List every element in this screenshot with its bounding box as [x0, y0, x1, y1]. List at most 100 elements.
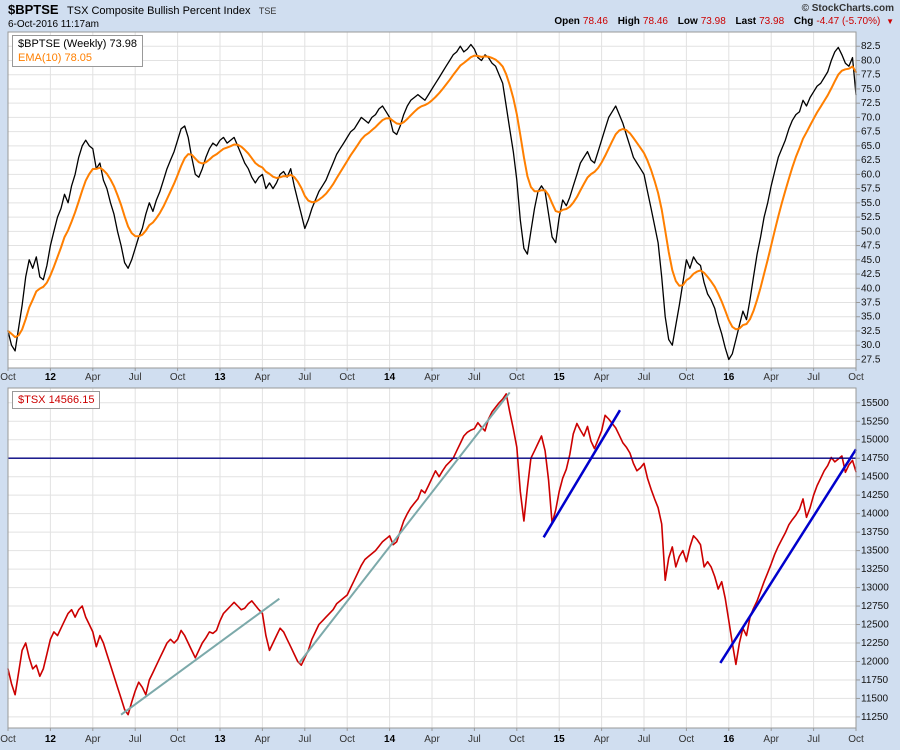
svg-text:35.0: 35.0 — [861, 312, 881, 323]
svg-text:13: 13 — [214, 372, 226, 383]
svg-text:12000: 12000 — [861, 656, 889, 667]
svg-text:47.5: 47.5 — [861, 241, 881, 252]
svg-text:52.5: 52.5 — [861, 212, 881, 223]
svg-text:77.5: 77.5 — [861, 70, 881, 81]
svg-text:15500: 15500 — [861, 398, 889, 409]
svg-text:13000: 13000 — [861, 583, 889, 594]
svg-text:11250: 11250 — [861, 712, 889, 723]
svg-text:Jul: Jul — [468, 372, 481, 383]
svg-text:Jul: Jul — [807, 734, 820, 745]
svg-text:42.5: 42.5 — [861, 269, 881, 280]
svg-text:12: 12 — [45, 734, 57, 745]
svg-text:40.0: 40.0 — [861, 283, 881, 294]
svg-text:Oct: Oct — [0, 734, 16, 745]
svg-text:Oct: Oct — [170, 734, 186, 745]
svg-text:15000: 15000 — [861, 435, 889, 446]
svg-text:75.0: 75.0 — [861, 84, 881, 95]
svg-text:Jul: Jul — [807, 372, 820, 383]
chg-value: -4.47 (-5.70%) — [816, 16, 881, 27]
svg-text:13750: 13750 — [861, 527, 889, 538]
symbol-ticker: $BPTSE — [8, 2, 59, 17]
svg-text:16: 16 — [723, 372, 735, 383]
svg-text:12500: 12500 — [861, 620, 889, 631]
chart-header: $BPTSE TSX Composite Bullish Percent Ind… — [0, 0, 900, 30]
svg-text:Apr: Apr — [763, 734, 779, 745]
exchange-code: TSE — [258, 6, 277, 16]
svg-text:Oct: Oct — [0, 372, 16, 383]
svg-text:Oct: Oct — [679, 372, 695, 383]
svg-text:Apr: Apr — [424, 372, 440, 383]
high-label: High — [617, 16, 640, 27]
svg-text:Apr: Apr — [594, 734, 610, 745]
svg-text:70.0: 70.0 — [861, 112, 881, 123]
svg-text:Oct: Oct — [339, 734, 355, 745]
svg-text:50.0: 50.0 — [861, 226, 881, 237]
svg-text:14: 14 — [384, 372, 396, 383]
svg-text:15: 15 — [554, 734, 566, 745]
svg-text:15: 15 — [554, 372, 566, 383]
bptse-chart: 27.5 30.0 32.5 35.0 37.5 40.0 42.5 45.0 47.5 50.0… — [0, 31, 881, 383]
svg-text:13: 13 — [214, 734, 226, 745]
symbol-name: TSX Composite Bullish Percent Index — [67, 5, 251, 17]
svg-text:Apr: Apr — [255, 734, 271, 745]
svg-text:Oct: Oct — [679, 734, 695, 745]
last-label: Last — [735, 16, 757, 27]
svg-text:Jul: Jul — [298, 734, 311, 745]
svg-text:14000: 14000 — [861, 509, 889, 520]
svg-text:30.0: 30.0 — [861, 340, 881, 351]
svg-text:Jul: Jul — [638, 734, 651, 745]
quote-strip: Open 78.46 High 78.46 Low 73.98 Last 73.98 C… — [547, 16, 894, 27]
svg-text:12250: 12250 — [861, 638, 889, 649]
svg-text:82.5: 82.5 — [861, 41, 881, 52]
last-value: 73.98 — [759, 16, 785, 27]
tsx-legend-main: $TSX 14566.15 — [18, 394, 95, 406]
svg-text:14750: 14750 — [861, 453, 889, 464]
svg-text:Oct: Oct — [509, 372, 525, 383]
svg-text:Apr: Apr — [255, 372, 271, 383]
svg-text:Jul: Jul — [468, 734, 481, 745]
copyright: © StockCharts.com — [801, 3, 894, 14]
svg-text:Oct: Oct — [170, 372, 186, 383]
bptse-legend: $BPTSE (Weekly) 73.98 EMA(10) 78.05 — [12, 35, 144, 67]
svg-text:Oct: Oct — [848, 734, 864, 745]
svg-text:Oct: Oct — [509, 734, 525, 745]
tsx-chart: 11250 11500 11750 12000 12250 12500 12750 13000… — [0, 387, 889, 745]
low-label: Low — [677, 16, 698, 27]
svg-text:Jul: Jul — [129, 372, 142, 383]
svg-text:Apr: Apr — [424, 734, 440, 745]
header-left: $BPTSE TSX Composite Bullish Percent Ind… — [8, 2, 276, 31]
svg-text:72.5: 72.5 — [861, 98, 881, 109]
bptse-legend-main: $BPTSE (Weekly) 73.98 — [18, 38, 138, 50]
svg-text:Jul: Jul — [298, 372, 311, 383]
svg-text:Jul: Jul — [638, 372, 651, 383]
svg-text:13250: 13250 — [861, 564, 889, 575]
svg-text:16: 16 — [723, 734, 735, 745]
svg-text:60.0: 60.0 — [861, 169, 881, 180]
down-arrow-icon: ▼ — [886, 17, 894, 26]
svg-text:11500: 11500 — [861, 693, 889, 704]
svg-text:14: 14 — [384, 734, 396, 745]
svg-text:14250: 14250 — [861, 490, 889, 501]
chart-timestamp: 6-Oct-2016 11:17am — [8, 19, 99, 30]
low-value: 73.98 — [700, 16, 726, 27]
svg-text:57.5: 57.5 — [861, 184, 881, 195]
svg-text:32.5: 32.5 — [861, 326, 881, 337]
svg-text:62.5: 62.5 — [861, 155, 881, 166]
high-value: 78.46 — [642, 16, 668, 27]
svg-text:55.0: 55.0 — [861, 198, 881, 209]
svg-text:Apr: Apr — [594, 372, 610, 383]
svg-text:80.0: 80.0 — [861, 55, 881, 66]
open-value: 78.46 — [582, 16, 608, 27]
svg-text:Apr: Apr — [85, 734, 101, 745]
bptse-legend-ema: EMA(10) 78.05 — [18, 52, 92, 64]
svg-text:11750: 11750 — [861, 675, 889, 686]
open-label: Open — [554, 16, 580, 27]
svg-text:Apr: Apr — [763, 372, 779, 383]
svg-text:Apr: Apr — [85, 372, 101, 383]
svg-text:65.0: 65.0 — [861, 141, 881, 152]
tsx-legend: $TSX 14566.15 — [12, 391, 101, 409]
svg-text:Oct: Oct — [848, 372, 864, 383]
svg-text:27.5: 27.5 — [861, 354, 881, 365]
svg-text:Oct: Oct — [339, 372, 355, 383]
svg-text:45.0: 45.0 — [861, 255, 881, 266]
